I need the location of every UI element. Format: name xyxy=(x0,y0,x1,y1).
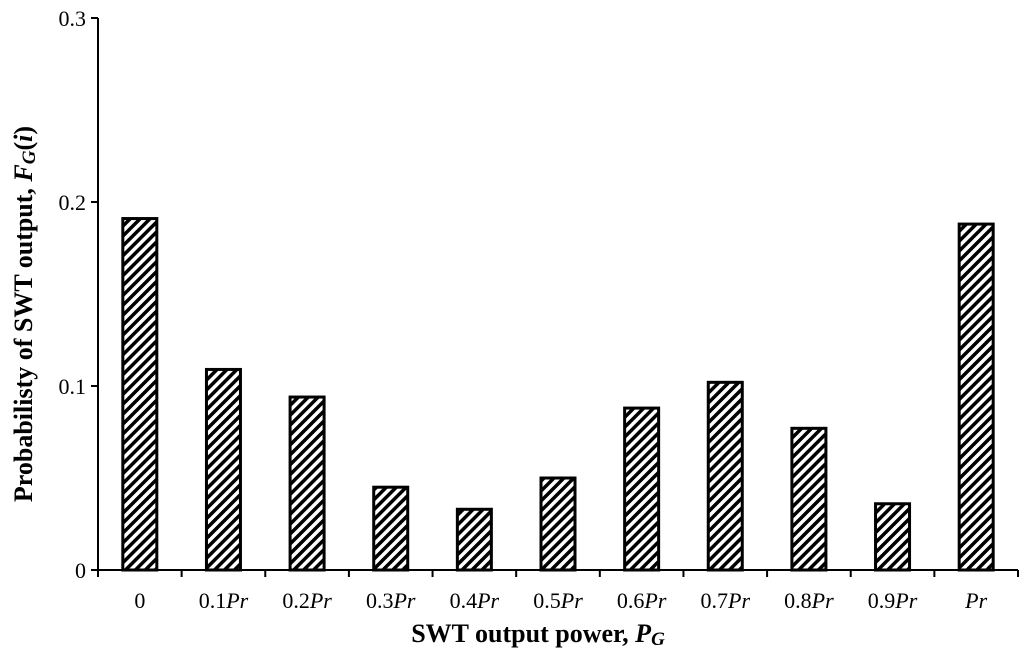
y-tick-label: 0 xyxy=(75,558,86,583)
x-tick-label-0.4Pr: 0.4Pr xyxy=(450,588,500,613)
x-axis-title-symbol: P xyxy=(634,619,652,648)
y-axis-title-subscript: G xyxy=(19,150,40,164)
y-axis-title-paren-close: ) xyxy=(9,126,38,135)
x-tick-label-0.7Pr: 0.7Pr xyxy=(701,588,751,613)
bar-0.4Pr xyxy=(455,507,493,572)
x-tick-label-0.2Pr: 0.2Pr xyxy=(282,588,332,613)
x-tick-label-0.9Pr: 0.9Pr xyxy=(868,588,918,613)
bar-0 xyxy=(121,217,159,572)
bar-0.7Pr xyxy=(706,380,744,572)
y-tick-label: 0.2 xyxy=(59,190,87,215)
y-tick-label: 0.3 xyxy=(59,6,87,31)
x-axis-title-text: SWT output power, xyxy=(411,619,635,648)
y-axis-title-text: Probabilisty of SWT output, xyxy=(9,182,38,503)
bars-group xyxy=(121,217,995,572)
x-axis-title: SWT output power, PG xyxy=(411,619,665,650)
x-axis-title-subscript: G xyxy=(651,629,665,650)
y-axis-title-arg: i xyxy=(9,134,38,142)
x-tick-label-0: 0 xyxy=(134,588,145,613)
x-tick-label-0.1Pr: 0.1Pr xyxy=(199,588,249,613)
y-ticks-group: 0 0.1 0.2 0.3 xyxy=(59,6,98,583)
x-tick-label-Pr: Pr xyxy=(964,588,987,613)
y-tick-label: 0.1 xyxy=(59,374,87,399)
y-axis-title-paren-open: ( xyxy=(9,142,38,151)
x-tick-label-0.6Pr: 0.6Pr xyxy=(617,588,667,613)
x-tick-label-0.5Pr: 0.5Pr xyxy=(533,588,583,613)
x-tick-label-0.3Pr: 0.3Pr xyxy=(366,588,416,613)
bar-0.1Pr xyxy=(204,367,242,572)
y-axis-title-symbol: F xyxy=(9,164,38,182)
y-axis-title: Probabilisty of SWT output, FG(i) xyxy=(9,126,40,502)
bar-0.6Pr xyxy=(623,406,661,572)
x-ticks-group: 0 0.1Pr 0.2Pr 0.3Pr 0.4Pr 0.5Pr 0.6Pr 0.7Pr 0.8P… xyxy=(97,570,1019,613)
bar-0.8Pr xyxy=(790,426,828,572)
bar-0.5Pr xyxy=(539,476,577,572)
bar-0.9Pr xyxy=(874,502,912,572)
bar-0.3Pr xyxy=(372,485,410,572)
x-tick-label-0.8Pr: 0.8Pr xyxy=(784,588,834,613)
bar-0.2Pr xyxy=(288,395,326,572)
bar-Pr xyxy=(957,222,995,572)
